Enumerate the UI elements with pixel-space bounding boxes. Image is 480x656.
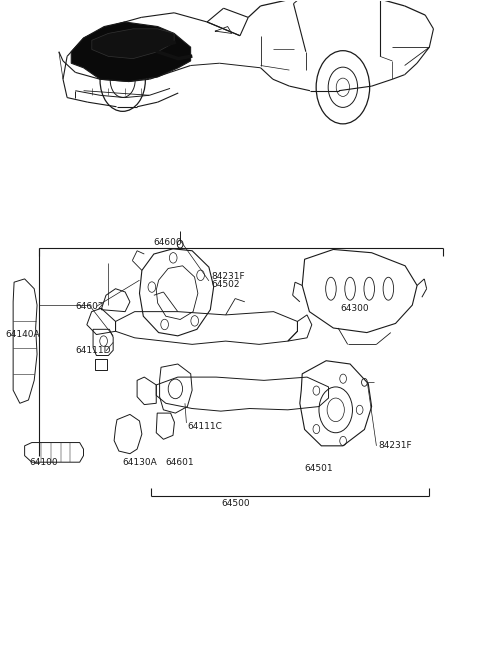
Text: 84231F: 84231F bbox=[211, 272, 245, 281]
Text: 64501: 64501 bbox=[305, 464, 333, 473]
Text: 64601: 64601 bbox=[166, 458, 194, 466]
Text: 64300: 64300 bbox=[340, 304, 369, 313]
Polygon shape bbox=[71, 22, 191, 81]
Polygon shape bbox=[92, 29, 174, 58]
Text: 64100: 64100 bbox=[29, 458, 58, 466]
Text: 64130A: 64130A bbox=[123, 458, 157, 466]
Text: 64140A: 64140A bbox=[5, 330, 40, 339]
Text: 64111C: 64111C bbox=[187, 422, 222, 431]
Text: 64500: 64500 bbox=[221, 499, 250, 508]
Text: 64111D: 64111D bbox=[75, 346, 110, 356]
Text: 84231F: 84231F bbox=[379, 441, 412, 450]
Text: 64502: 64502 bbox=[211, 279, 240, 289]
Text: 64602: 64602 bbox=[75, 302, 103, 311]
Text: 64600: 64600 bbox=[154, 238, 182, 247]
